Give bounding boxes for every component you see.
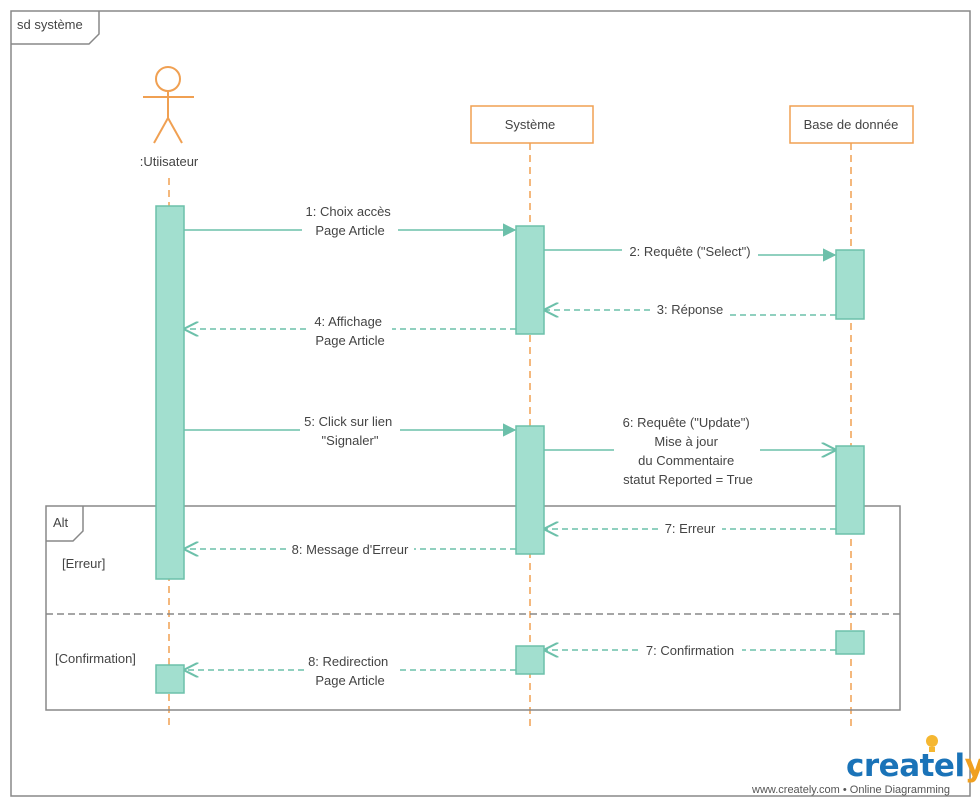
activation-system-3 <box>515 645 545 675</box>
participant-system[interactable]: Système <box>470 105 594 144</box>
message-5-label: 5: Click sur lien "Signaler" <box>304 414 396 448</box>
message-8-erreur-label: 8: Message d'Erreur <box>292 542 409 557</box>
activation-db-2 <box>835 445 865 535</box>
message-7-erreur-label: 7: Erreur <box>665 521 716 536</box>
activation-db-1 <box>835 249 865 320</box>
participant-db[interactable]: Base de donnée <box>789 105 914 144</box>
creately-logo[interactable]: creately www.creately.com • Online Diagr… <box>751 735 980 796</box>
participant-db-label: Base de donnée <box>804 117 899 132</box>
actor-user[interactable] <box>143 66 194 144</box>
logo-text: creately <box>846 748 980 784</box>
alt-fragment: Alt [Erreur] [Confirmation] <box>45 505 901 711</box>
lightbulb-icon <box>926 735 938 752</box>
activations <box>155 205 865 694</box>
alt-guard-confirmation: [Confirmation] <box>55 651 136 666</box>
activation-db-3 <box>835 630 865 655</box>
activation-user-1 <box>155 205 185 580</box>
message-2-label: 2: Requête ("Select") <box>629 244 750 259</box>
logo-tagline: www.creately.com • Online Diagramming <box>751 784 950 796</box>
activation-system-2 <box>515 425 545 555</box>
message-8-redirection-label: 8: Redirection Page Article <box>308 654 392 688</box>
activation-system-1 <box>515 225 545 335</box>
frame-title: sd système <box>17 17 83 32</box>
diagram-frame: sd système <box>10 10 971 797</box>
message-1-label: 1: Choix accès Page Article <box>306 204 395 238</box>
alt-guard-erreur: [Erreur] <box>62 556 105 571</box>
alt-operator: Alt <box>53 515 69 530</box>
actor-head <box>155 66 181 92</box>
participant-system-label: Système <box>505 117 556 132</box>
message-6-label: 6: Requête ("Update") Mise à jour du Com… <box>623 415 754 487</box>
message-4-label: 4: Affichage Page Article <box>314 314 385 348</box>
message-3-label: 3: Réponse <box>657 302 724 317</box>
activation-user-2 <box>155 664 185 694</box>
message-lines <box>184 223 836 670</box>
participant-user-label: :Utiisateur <box>140 154 199 169</box>
message-7-confirmation-label: 7: Confirmation <box>646 643 734 658</box>
message-labels: 1: Choix accès Page Article 2: Requête (… <box>292 204 754 688</box>
